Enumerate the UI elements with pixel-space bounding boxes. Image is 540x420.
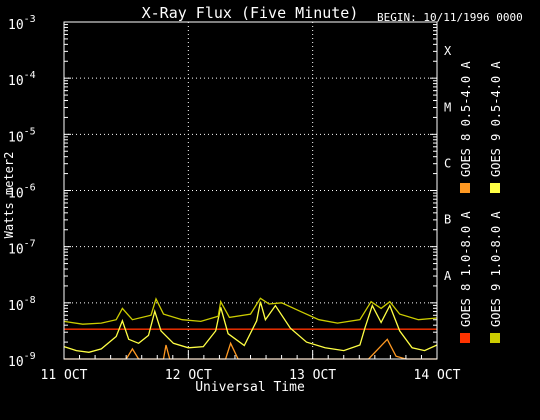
legend-swatch <box>460 183 470 193</box>
y-tick-label: 10-9 <box>8 351 36 370</box>
legend-swatch <box>460 333 470 343</box>
x-axis-label: Universal Time <box>195 380 305 395</box>
flare-class-label: M <box>444 100 451 114</box>
begin-timestamp: BEGIN: 10/11/1996 0000 <box>377 11 523 24</box>
grid-lines <box>64 22 437 359</box>
legend-label: GOES 9 1.0-8.0 A <box>489 211 503 327</box>
x-tick-label: 14 OCT <box>414 368 461 383</box>
y-axis-ticks: 10-9 10-8 10-7 10-6 10-5 10-4 10-3 <box>8 14 437 370</box>
series-lines <box>63 297 438 360</box>
y-tick-label: 10-8 <box>8 295 36 314</box>
legend-label: GOES 8 1.0-8.0 A <box>459 211 473 327</box>
legend-label: GOES 8 0.5-4.0 A <box>459 61 473 177</box>
legend-swatch <box>490 183 500 193</box>
legend: GOES 8 1.0-8.0 A GOES 8 0.5-4.0 A GOES 9 1… <box>459 61 503 343</box>
x-tick-label: 11 OCT <box>41 368 88 383</box>
series-line <box>63 301 438 353</box>
y-tick-label: 10-7 <box>8 239 36 258</box>
y-tick-label: 10-5 <box>8 126 36 145</box>
y-axis-label: Watts meter2 <box>2 152 16 239</box>
flare-class-label: A <box>444 269 452 283</box>
legend-label: GOES 9 0.5-4.0 A <box>489 61 503 177</box>
flare-class-label: B <box>444 213 451 227</box>
series-line <box>63 297 438 325</box>
x-axis-ticks: 11 OCT 12 OCT 13 OCT 14 OCT <box>41 351 461 383</box>
x-tick-label: 13 OCT <box>289 368 336 383</box>
flare-class-labels: A B C M X <box>444 44 452 283</box>
flare-class-label: C <box>444 156 451 170</box>
flare-class-label: X <box>444 44 452 58</box>
y-tick-label: 10-6 <box>8 183 36 202</box>
y-tick-label: 10-3 <box>8 14 36 33</box>
x-tick-label: 12 OCT <box>165 368 212 383</box>
y-tick-label: 10-4 <box>8 70 36 89</box>
chart-title: X-Ray Flux (Five Minute) <box>142 4 359 22</box>
legend-swatch <box>490 333 500 343</box>
